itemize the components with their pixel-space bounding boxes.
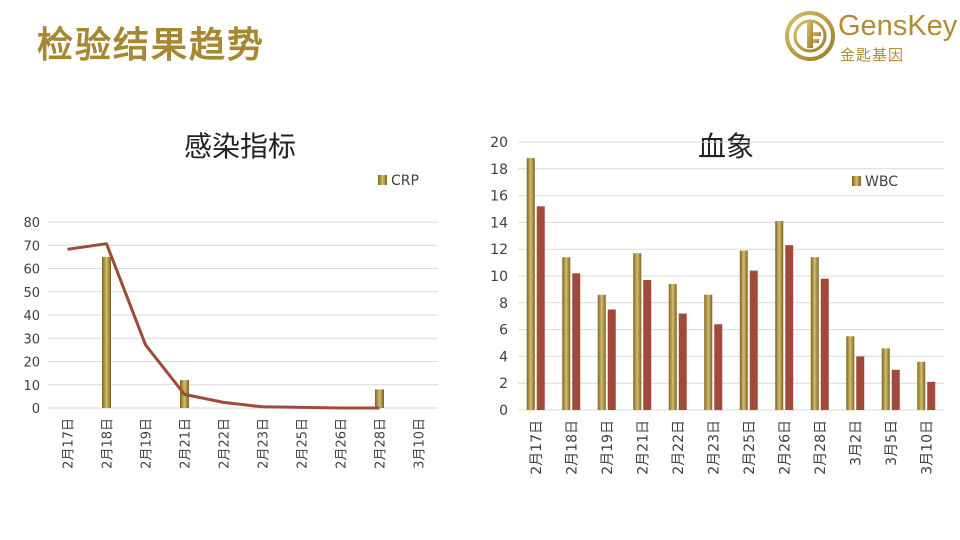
blood-series-2-bar	[927, 381, 936, 410]
x-tick-label: 2月25日	[296, 418, 311, 469]
y-left-tick-label: 10	[23, 379, 40, 394]
blood-series-2-bar	[678, 313, 687, 410]
x-tick-label: 3月10日	[413, 418, 428, 469]
wbc-bar	[526, 158, 535, 410]
crp-bar	[102, 256, 111, 408]
y-left-tick-label: 40	[23, 309, 40, 324]
blood-series-2-bar	[785, 245, 794, 410]
infection-index-chart: 感染指标010203040506070800501001502002503002…	[23, 130, 438, 469]
x-tick-label: 2月26日	[777, 420, 793, 475]
wbc-bar	[881, 348, 890, 410]
chart-title: 血象	[698, 130, 754, 163]
y-tick-label: 10	[490, 269, 508, 285]
x-tick-label: 2月19日	[140, 418, 155, 469]
chart-title: 感染指标	[184, 130, 296, 163]
wbc-bar	[846, 336, 855, 410]
y-tick-label: 14	[490, 215, 508, 231]
y-tick-label: 12	[490, 242, 508, 258]
y-tick-label: 18	[490, 162, 508, 178]
wbc-bar	[810, 257, 819, 410]
x-tick-label: 2月18日	[101, 418, 116, 469]
y-tick-label: 8	[499, 296, 508, 312]
x-tick-label: 2月21日	[635, 420, 651, 475]
crp-trend-line	[67, 242, 380, 410]
x-tick-label: 3月2日	[848, 420, 864, 466]
x-tick-label: 2月19日	[600, 420, 616, 475]
y-tick-label: 0	[499, 403, 508, 419]
wbc-bar	[917, 361, 926, 410]
brand-name-en: GensKey	[838, 10, 958, 42]
x-tick-label: 2月22日	[671, 420, 687, 475]
y-left-tick-label: 0	[32, 402, 40, 417]
x-tick-label: 2月17日	[529, 420, 545, 475]
y-left-tick-label: 60	[23, 263, 40, 278]
y-left-tick-label: 20	[23, 356, 40, 371]
wbc-bar	[562, 257, 571, 410]
wbc-bar	[704, 294, 713, 410]
crp-bar	[375, 389, 384, 408]
brand-name-cn: 金匙基因	[840, 46, 905, 64]
wbc-bar	[633, 253, 642, 410]
wbc-bar	[739, 250, 748, 410]
blood-series-2-bar	[572, 273, 581, 410]
x-tick-label: 3月10日	[919, 420, 935, 475]
wbc-bar	[775, 221, 784, 410]
y-tick-label: 4	[499, 349, 508, 365]
y-tick-label: 16	[490, 189, 508, 205]
x-tick-label: 2月23日	[257, 418, 272, 469]
key-logo-icon	[785, 11, 835, 61]
y-tick-label: 2	[499, 376, 508, 392]
blood-series-2-bar	[820, 278, 829, 410]
blood-routine-chart: 血象 0 2 4 6 8 10 12 14 16 18 20 2月17日 2月18日 2月19日 2月21日 2…	[490, 130, 944, 475]
x-tick-label: 2月23日	[706, 420, 722, 475]
y-left-tick-label: 50	[23, 286, 40, 301]
x-tick-label: 2月28日	[374, 418, 389, 469]
y-left-tick-label: 70	[23, 239, 40, 254]
blood-series-2-bar	[891, 369, 900, 410]
blood-series-2-bar	[856, 356, 865, 410]
blood-series-2-bar	[607, 309, 616, 410]
y-left-tick-label: 30	[23, 332, 40, 347]
blood-series-2-bar	[749, 270, 758, 410]
wbc-bar	[597, 294, 606, 410]
blood-series-2-bar	[643, 280, 652, 410]
x-tick-label: 2月18日	[564, 420, 580, 475]
x-tick-label: 2月26日	[335, 418, 350, 469]
x-tick-label: 2月21日	[179, 418, 194, 469]
genskey-logo: GensKey 金匙基因	[784, 8, 958, 66]
y-tick-label: 20	[490, 135, 508, 151]
y-tick-label: 6	[499, 323, 508, 339]
x-tick-label: 2月28日	[813, 420, 829, 475]
x-tick-label: 3月5日	[884, 420, 900, 466]
page-title: 检验结果趋势	[37, 25, 266, 66]
x-tick-label: 2月22日	[218, 418, 233, 469]
x-tick-label: 2月25日	[742, 420, 758, 475]
legend-swatch-wbc	[852, 176, 861, 186]
legend-label-wbc: WBC	[865, 174, 898, 190]
y-left-tick-label: 80	[23, 216, 40, 231]
legend-swatch-crp	[378, 175, 387, 185]
blood-series-2-bar	[536, 206, 545, 410]
legend-label-crp: CRP	[391, 173, 419, 189]
x-tick-label: 2月17日	[62, 418, 77, 469]
wbc-bar	[668, 284, 677, 410]
blood-series-2-bar	[714, 324, 723, 410]
